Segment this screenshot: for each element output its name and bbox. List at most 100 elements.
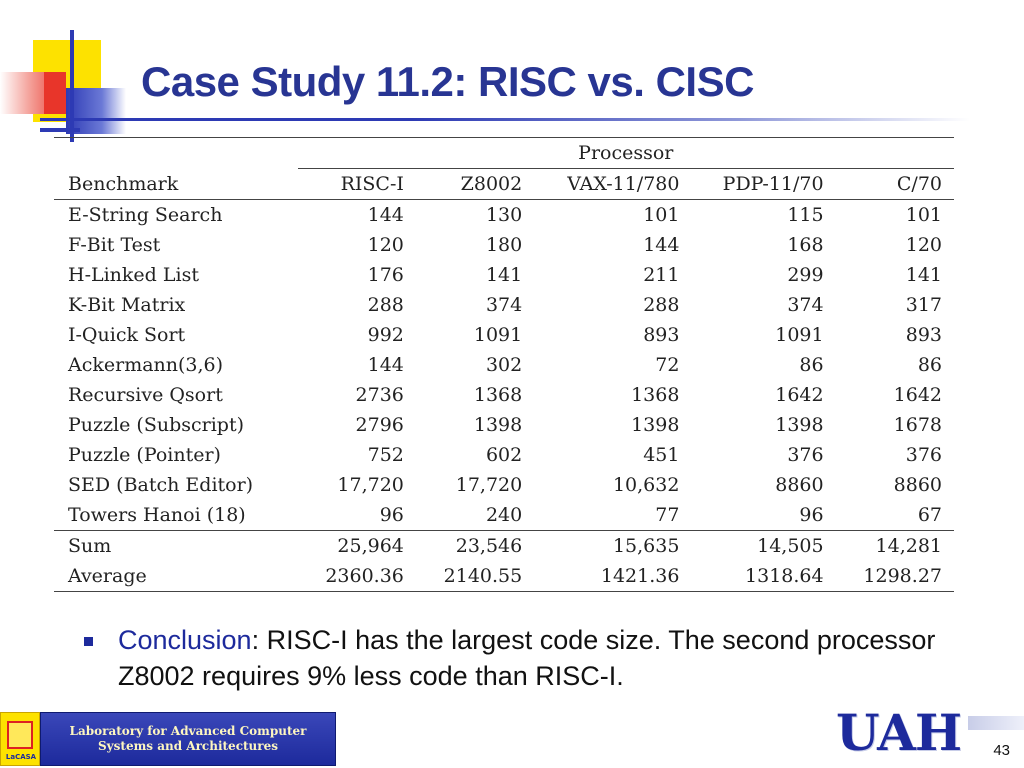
table-cell-value: 1642 xyxy=(893,384,942,406)
table-cell-value: 302 xyxy=(485,354,523,376)
table-cell-value: 2796 xyxy=(355,414,404,436)
table-cell-value: 17,720 xyxy=(337,474,404,496)
lab-banner: Laboratory for Advanced Computer Systems… xyxy=(40,712,336,766)
table-cell-value: 101 xyxy=(643,204,680,226)
table-row: E-String Search 144 130 101 115 101 xyxy=(54,200,954,231)
table-cell-value: 1368 xyxy=(473,384,523,406)
table-cell-benchmark: E-String Search xyxy=(68,204,223,226)
table-row: H-Linked List 176 141 211 299 141 xyxy=(54,260,954,290)
table-cell-benchmark: Towers Hanoi (18) xyxy=(68,504,246,526)
table-cell-benchmark: SED (Batch Editor) xyxy=(68,474,254,496)
table-cell-value: 8860 xyxy=(893,474,942,496)
table-cell-value: 1398 xyxy=(775,414,824,436)
decorative-blue-square xyxy=(66,88,126,134)
table-cell-value: 1678 xyxy=(893,414,942,436)
table-cell-value: 211 xyxy=(643,264,680,286)
table-cell-benchmark: H-Linked List xyxy=(68,264,199,286)
table-cell-value: 15,635 xyxy=(534,530,692,561)
table-cell-value: 288 xyxy=(367,294,404,316)
table-cell-value: 120 xyxy=(367,234,404,256)
column-header-pdp: PDP-11/70 xyxy=(691,168,836,200)
table-row: Puzzle (Subscript) 2796 1398 1398 1398 1678 xyxy=(54,410,954,440)
table-cell-value: 72 xyxy=(655,354,680,376)
table-cell-value: 1091 xyxy=(473,324,523,346)
table-cell-value: 2360.36 xyxy=(297,561,416,592)
table-cell-value: 1368 xyxy=(631,384,680,406)
table-cell-value: 1398 xyxy=(473,414,523,436)
table-cell-value: 144 xyxy=(367,204,404,226)
table-row: F-Bit Test 120 180 144 168 120 xyxy=(54,230,954,260)
table-cell-value: 893 xyxy=(643,324,680,346)
conclusion-bullet: Conclusion: RISC-I has the largest code … xyxy=(84,622,984,694)
table-row: K-Bit Matrix 288 374 288 374 317 xyxy=(54,290,954,320)
benchmark-table: Processor Benchmark RISC-I Z8002 VAX-11/… xyxy=(54,137,954,592)
table-cell-value: 67 xyxy=(917,504,942,526)
lab-name-line-1: Laboratory for Advanced Computer xyxy=(69,724,307,738)
column-header-benchmark: Benchmark xyxy=(54,168,298,200)
table-cell-value: 141 xyxy=(905,264,942,286)
table-cell-value: 77 xyxy=(655,504,680,526)
table-cell-benchmark: F-Bit Test xyxy=(68,234,161,256)
conclusion-body: : RISC-I has the largest code size. The … xyxy=(118,625,936,691)
decorative-red-square xyxy=(44,72,66,114)
page-number: 43 xyxy=(993,742,1010,759)
table-cell-benchmark: Average xyxy=(54,561,298,592)
table-cell-value: 96 xyxy=(799,504,824,526)
table-cell-value: 14,505 xyxy=(691,530,836,561)
decorative-short-line xyxy=(40,128,80,132)
decorative-vertical-line xyxy=(70,30,74,142)
table-cell-value: 1298.27 xyxy=(835,561,954,592)
table-row: Towers Hanoi (18) 96 240 77 96 67 xyxy=(54,500,954,531)
table-row: SED (Batch Editor) 17,720 17,720 10,632 8860… xyxy=(54,470,954,500)
table-cell-benchmark: Puzzle (Subscript) xyxy=(68,414,244,436)
table-cell-value: 168 xyxy=(787,234,824,256)
uah-logo-bar xyxy=(968,716,1024,730)
table-cell-value: 1421.36 xyxy=(534,561,692,592)
table-cell-value: 25,964 xyxy=(297,530,416,561)
lacasa-logo-icon: LaCASA xyxy=(0,712,40,766)
table-cell-value: 23,546 xyxy=(415,530,535,561)
column-header-vax: VAX-11/780 xyxy=(534,168,692,200)
table-cell-value: 17,720 xyxy=(455,474,523,496)
table-cell-value: 602 xyxy=(485,444,523,466)
table-cell-value: 120 xyxy=(905,234,942,256)
table-cell-value: 2736 xyxy=(355,384,404,406)
table-cell-value: 288 xyxy=(643,294,680,316)
table-cell-value: 10,632 xyxy=(612,474,680,496)
lacasa-logo-text: LaCASA xyxy=(5,753,37,761)
table-cell-benchmark: Sum xyxy=(54,530,298,561)
table-cell-value: 240 xyxy=(485,504,523,526)
table-cell-value: 130 xyxy=(485,204,523,226)
table-cell-value: 299 xyxy=(787,264,824,286)
table-cell-value: 1642 xyxy=(775,384,824,406)
table-row: Ackermann(3,6) 144 302 72 86 86 xyxy=(54,350,954,380)
table-cell-value: 992 xyxy=(367,324,404,346)
table-cell-value: 317 xyxy=(905,294,942,316)
processor-group-header: Processor xyxy=(297,137,954,169)
table-cell-value: 8860 xyxy=(775,474,824,496)
table-row: Puzzle (Pointer) 752 602 451 376 376 xyxy=(54,440,954,470)
table-cell-value: 451 xyxy=(643,444,680,466)
conclusion-text: Conclusion: RISC-I has the largest code … xyxy=(118,622,938,694)
uah-logo: UAH xyxy=(836,703,962,762)
table-cell-value: 115 xyxy=(787,204,824,226)
table-row: I-Quick Sort 992 1091 893 1091 893 xyxy=(54,320,954,350)
title-underline xyxy=(40,118,970,121)
table-cell-value: 86 xyxy=(799,354,824,376)
bullet-square-icon xyxy=(84,637,93,646)
table-cell-value: 101 xyxy=(905,204,942,226)
table-cell-value: 376 xyxy=(787,444,824,466)
table-cell-value: 1091 xyxy=(775,324,824,346)
slide-title: Case Study 11.2: RISC vs. CISC xyxy=(141,58,754,105)
table-row: Recursive Qsort 2736 1368 1368 1642 1642 xyxy=(54,380,954,410)
table-cell-value: 1318.64 xyxy=(691,561,836,592)
table-cell-value: 14,281 xyxy=(835,530,954,561)
table-cell-value: 180 xyxy=(485,234,523,256)
table-cell-value: 176 xyxy=(367,264,404,286)
table-cell-value: 86 xyxy=(917,354,942,376)
table-cell-value: 96 xyxy=(379,504,404,526)
table-cell-value: 144 xyxy=(643,234,680,256)
conclusion-label: Conclusion xyxy=(118,625,252,655)
table-cell-value: 893 xyxy=(905,324,942,346)
table-cell-benchmark: I-Quick Sort xyxy=(68,324,186,346)
